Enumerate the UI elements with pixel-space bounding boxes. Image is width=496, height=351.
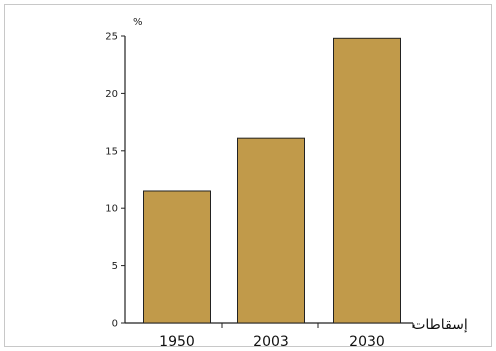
y-tick-label: 10 — [105, 204, 118, 215]
y-tick-label: 25 — [105, 32, 118, 43]
chart-frame — [4, 4, 492, 347]
bar-2003 — [237, 137, 305, 324]
x-tick-label: 2003 — [253, 334, 289, 350]
y-tick-label: 20 — [105, 89, 118, 100]
bar-1950 — [143, 190, 211, 324]
bar-2030 — [333, 37, 401, 324]
y-tick-label: 5 — [112, 261, 118, 272]
y-unit-label: % — [133, 17, 143, 28]
x-tick-label: 2030 — [349, 334, 385, 350]
x-projection-label: إسقاطات — [412, 317, 468, 333]
y-tick-label: 15 — [105, 146, 118, 157]
y-tick-label: 0 — [112, 319, 118, 330]
x-tick-label: 1950 — [159, 334, 195, 350]
plot-area: 0 5 10 15 20 25 1950 2003 2030 — [105, 32, 414, 350]
